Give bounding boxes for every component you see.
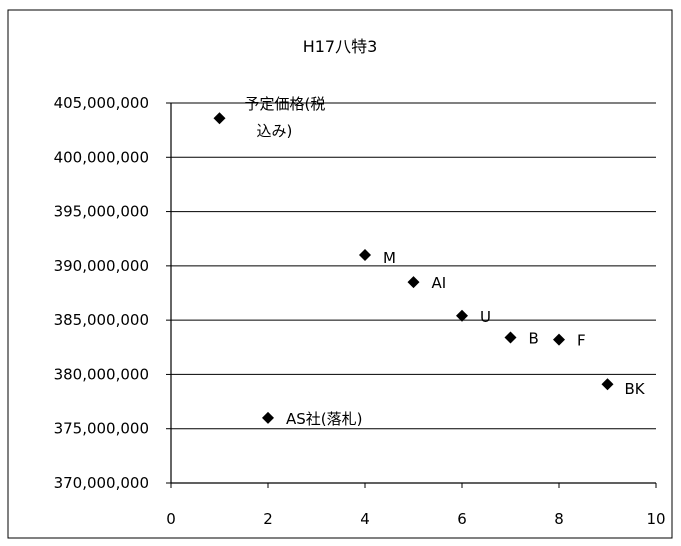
y-tick-label-6: 375,000,000 — [54, 420, 149, 438]
data-point-2 — [359, 249, 371, 261]
x-tick-label-5: 10 — [646, 510, 665, 528]
x-tick-label-1: 2 — [263, 510, 273, 528]
y-tick-label-2: 395,000,000 — [54, 203, 149, 221]
data-point-7 — [601, 378, 614, 391]
point-label-7-line-0: BK — [625, 380, 646, 398]
data-point-4 — [456, 309, 468, 322]
point-label-0-line-0: 予定価格(税 — [245, 95, 326, 113]
data-point-0 — [213, 112, 226, 125]
data-point-3 — [407, 276, 420, 289]
y-tick-label-1: 400,000,000 — [54, 148, 149, 166]
data-point-6 — [553, 333, 565, 346]
chart-title: H17八特3 — [303, 37, 378, 56]
x-tick-label-0: 0 — [166, 510, 176, 528]
data-point-1 — [262, 411, 274, 424]
point-label-1-line-0: AS社(落札) — [286, 410, 363, 428]
point-label-4-line-0: U — [480, 308, 491, 326]
y-axis-tick-labels: 405,000,000 400,000,000 395,000,000 390,000… — [54, 94, 149, 492]
data-points — [213, 112, 614, 424]
chart-frame — [7, 9, 673, 539]
y-tick-label-3: 390,000,000 — [54, 257, 149, 275]
point-label-5-line-0: B — [529, 330, 539, 348]
x-tick-label-2: 4 — [360, 510, 370, 528]
point-labels: 予定価格(税込み) AS社(落札) M AI U B F BK — [245, 95, 646, 428]
y-tick-label-0: 405,000,000 — [54, 94, 149, 112]
point-label-3-line-0: AI — [432, 274, 447, 292]
point-label-2-line-0: M — [383, 249, 396, 267]
y-tick-label-4: 385,000,000 — [54, 311, 149, 329]
x-tick-label-4: 8 — [554, 510, 564, 528]
x-tick-label-3: 6 — [457, 510, 467, 528]
point-label-0-line-1: 込み) — [257, 122, 293, 140]
y-tick-label-7: 370,000,000 — [54, 474, 149, 492]
point-label-6-line-0: F — [577, 332, 586, 350]
y-tick-label-5: 380,000,000 — [54, 365, 149, 383]
axes — [7, 9, 673, 539]
x-axis-tick-labels: 0 2 4 6 8 10 — [166, 510, 665, 528]
data-point-5 — [504, 331, 517, 344]
